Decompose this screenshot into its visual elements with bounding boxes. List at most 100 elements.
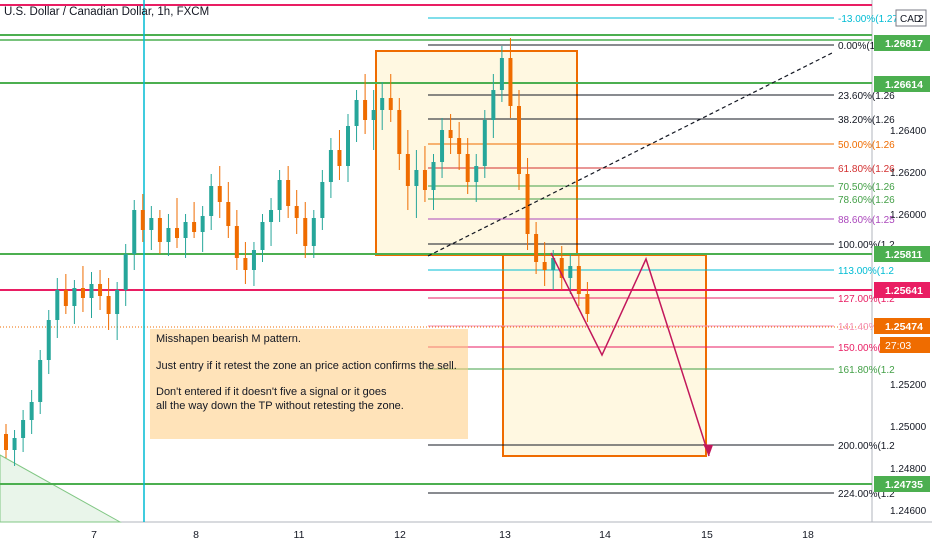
candle-body (149, 218, 154, 230)
annotation-note[interactable]: Misshapen bearish M pattern. Just entry … (150, 329, 468, 439)
y-tick-labels: 1.26400 1.26200 1.26000 1.25200 1.25000 1.248… (890, 126, 927, 517)
candle-body (106, 296, 111, 314)
fib-level-label: -13.00%(1.27 (838, 14, 898, 25)
price-badge-bg (874, 318, 930, 334)
candle-body (98, 284, 103, 296)
fib-retracement[interactable] (428, 17, 834, 494)
price-badge-bg (874, 35, 930, 51)
currency-badge-number: 2 (918, 14, 924, 25)
candle-body (576, 266, 581, 294)
candle-body (175, 228, 179, 238)
fib-level-label: 61.80%(1.26 (838, 164, 895, 175)
path-arrowhead (703, 444, 713, 456)
candle-body (517, 106, 521, 174)
candle-body (192, 222, 197, 232)
note-line-4: all the way down the TP without retestin… (156, 399, 404, 412)
fib-level-label: 70.50%(1.26 (838, 182, 895, 193)
candle-body (320, 182, 325, 218)
y-tick-label: 1.25000 (890, 422, 927, 433)
candle-body (123, 254, 128, 290)
candle-body (440, 130, 445, 162)
candle-body (89, 284, 94, 298)
candle-body (311, 218, 316, 246)
projected-m-path[interactable] (550, 252, 710, 457)
target-zone[interactable] (502, 254, 707, 457)
candle-body (371, 110, 376, 120)
price-badge-text: 1.25641 (885, 285, 923, 297)
candle-body (243, 258, 248, 270)
y-tick-label: 1.26200 (890, 168, 927, 179)
candle-body (46, 320, 51, 360)
countdown-badge (880, 337, 930, 353)
candle-body (337, 150, 342, 166)
candle-body (303, 218, 308, 246)
fib-level-label: 50.00%(1.26 (838, 140, 895, 151)
price-labels: 1.26817 1.26614 1.25811 1.25641 1.25474 1.247… (874, 35, 930, 492)
note-line-2: Just entry if it retest the zone an pric… (156, 359, 457, 372)
x-tick-label: 13 (499, 529, 511, 541)
candle-body (4, 434, 8, 450)
candle-body (568, 266, 573, 278)
fib-trend-line[interactable] (427, 51, 835, 257)
candle-body (491, 90, 496, 120)
resistance-zone[interactable] (375, 50, 578, 256)
fib-level-label: 113.00%(1.2 (838, 266, 894, 277)
y-tick-label: 1.24800 (890, 464, 927, 475)
pattern-triangle (0, 454, 122, 523)
candle-body (551, 258, 556, 270)
fib-level-label: 141.40%(1.2 (838, 322, 895, 333)
horizontal-levels (0, 4, 872, 485)
candle-body (585, 294, 590, 314)
y-tick-label: 1.25200 (890, 380, 927, 391)
fib-level-label: 127.00%(1.2 (838, 294, 895, 305)
x-tick-labels: 7 8 11 12 13 14 15 18 (91, 529, 814, 541)
price-badge-bg (874, 246, 930, 262)
fib-level-label: 88.60%(1.25 (838, 215, 895, 226)
candle-body (363, 100, 368, 120)
chart-title: U.S. Dollar / Canadian Dollar, 1h, FXCM (4, 6, 210, 18)
fib-level-label: 150.00%(1.2 (838, 343, 895, 354)
candle-body (422, 170, 427, 190)
price-badge-text: 1.24735 (885, 479, 923, 491)
candle-body (414, 170, 419, 186)
candle-body (234, 226, 239, 258)
price-badge-bg (874, 282, 930, 298)
price-badge-text: 1.25474 (885, 321, 923, 333)
candle-body (12, 438, 17, 450)
candle-body (457, 138, 462, 154)
candle-body (166, 228, 171, 242)
price-badge-bg (874, 76, 930, 92)
candle-body (115, 290, 120, 314)
candle-body (465, 154, 470, 182)
candle-body (277, 180, 282, 210)
note-line-3: Don't entered if it doesn't five a signa… (156, 386, 387, 398)
candle-body (140, 210, 145, 230)
y-tick-label: 1.24600 (890, 506, 927, 517)
x-tick-label: 11 (294, 529, 305, 541)
currency-badge[interactable] (895, 9, 927, 27)
candle-body (294, 206, 299, 218)
candle-body (72, 288, 77, 306)
candle-body (217, 186, 222, 202)
candle-body (55, 290, 60, 320)
candle-body (157, 218, 162, 242)
fib-labels: -13.00%(1.27 0.00%(1.267 23.60%(1.26 38.20%… (838, 14, 898, 500)
candle-body (132, 210, 137, 254)
candle-body (251, 250, 256, 270)
note-line-1: Misshapen bearish M pattern. (156, 333, 301, 345)
candle-body (431, 162, 436, 190)
candle-body (525, 174, 530, 234)
candle-body (200, 216, 205, 232)
price-badge-text: 1.26614 (885, 79, 923, 91)
price-badge-text: 1.25811 (885, 249, 923, 261)
candle-body (405, 154, 410, 186)
x-tick-label: 15 (701, 529, 713, 541)
fib-level-label: 200.00%(1.2 (838, 441, 895, 452)
price-badge-bg (874, 476, 930, 492)
candle-body (380, 98, 385, 110)
candle-body (183, 222, 188, 238)
y-tick-label: 1.26400 (890, 126, 927, 137)
fib-level-label: 23.60%(1.26 (838, 91, 895, 102)
candle-body (448, 130, 453, 138)
